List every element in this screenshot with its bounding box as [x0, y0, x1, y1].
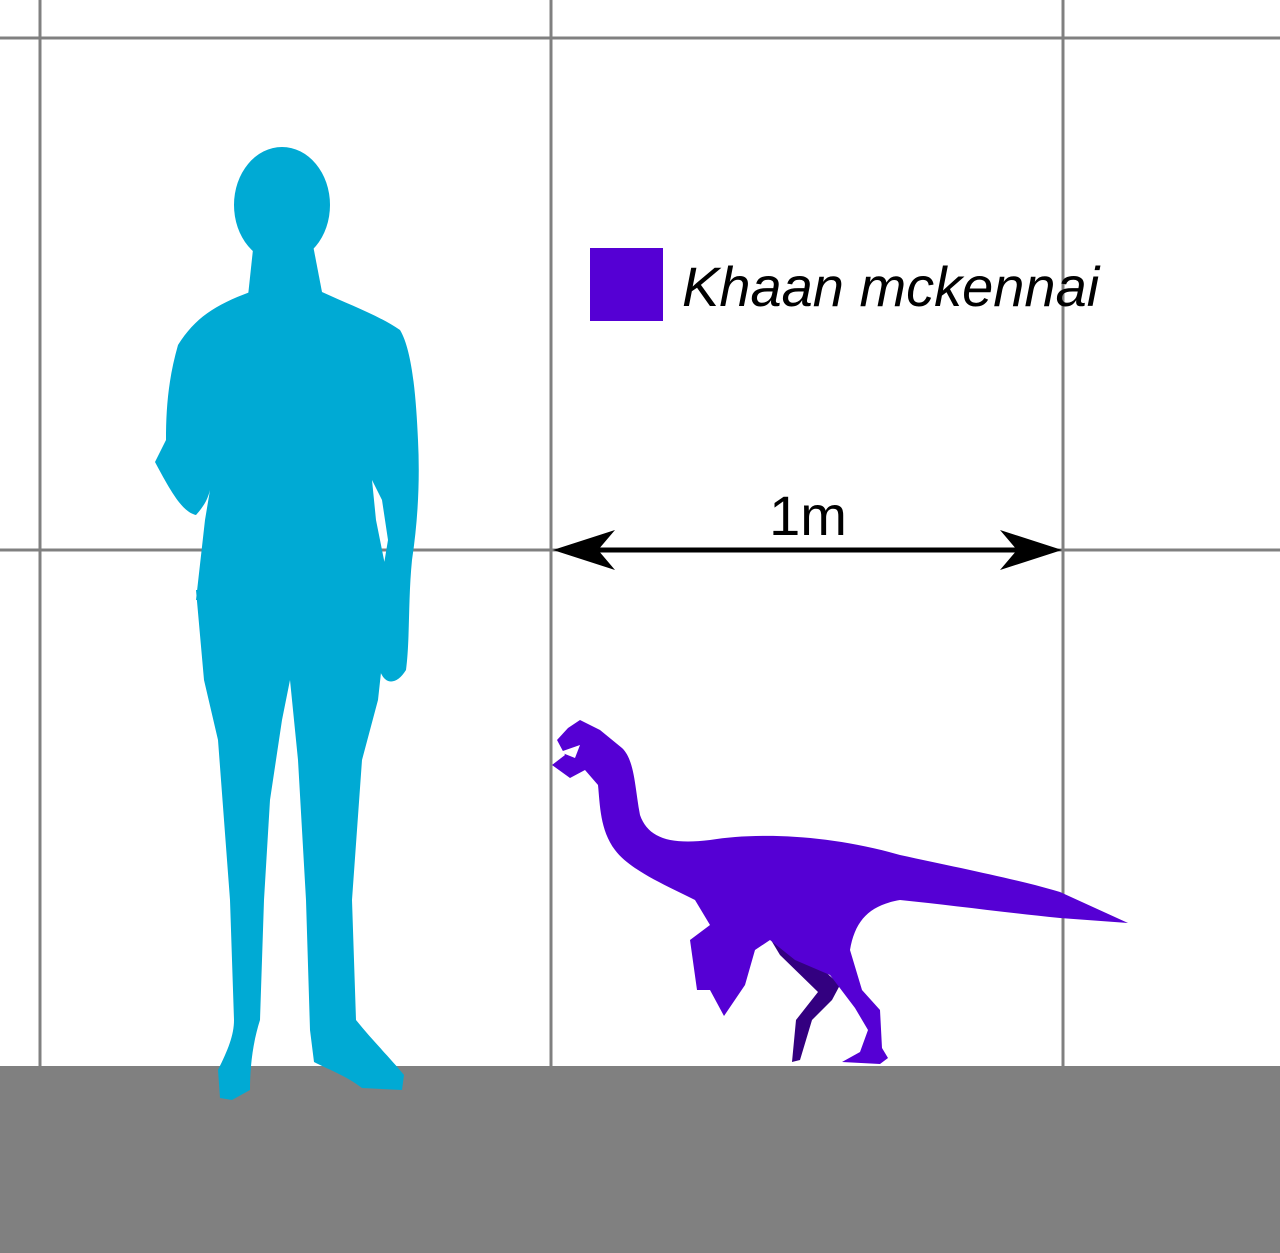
- human-neck: [248, 240, 322, 296]
- scale-arrow-left-head: [553, 530, 615, 570]
- legend-swatch: [590, 248, 663, 321]
- scale-arrow-right-head: [1000, 530, 1062, 570]
- human-silhouette: [155, 147, 419, 1100]
- dinosaur-beak-gap: [560, 745, 580, 758]
- dinosaur-body: [552, 720, 1128, 1064]
- scale-label: 1m: [769, 484, 847, 547]
- human-head: [234, 147, 330, 263]
- dinosaur-silhouette: [552, 720, 1128, 1064]
- legend: Khaan mckennai: [590, 248, 1101, 321]
- ground: [0, 1066, 1280, 1253]
- human-legs: [196, 590, 404, 1100]
- human-torso: [155, 292, 419, 682]
- scale-bar: 1m: [553, 484, 1062, 570]
- legend-label: Khaan mckennai: [682, 255, 1101, 318]
